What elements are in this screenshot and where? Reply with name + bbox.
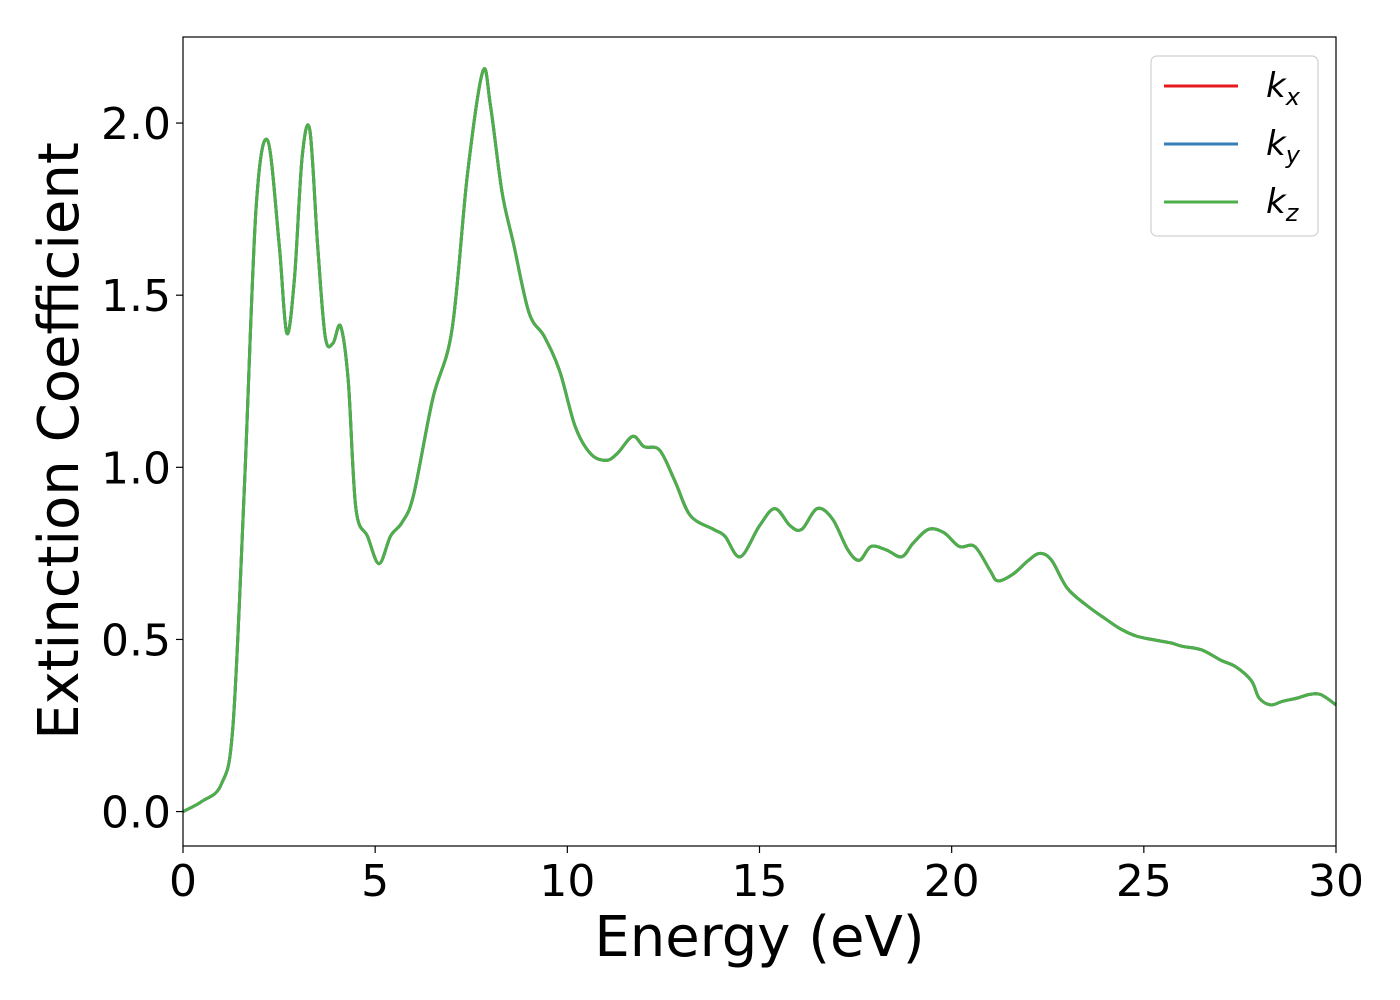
x-tick-label: 15 — [732, 856, 788, 907]
x-tick-label: 20 — [924, 856, 980, 907]
y-tick-label: 1.5 — [101, 271, 171, 322]
y-tick-label: 1.0 — [101, 443, 171, 494]
x-axis-ticks: 0 5 10 15 20 25 30 — [169, 846, 1364, 907]
legend-label-z: kz — [1266, 182, 1300, 227]
legend-box — [1150, 55, 1319, 237]
y-tick-label: 0.5 — [101, 615, 171, 666]
plot-background — [183, 37, 1336, 846]
y-axis-ticks: 0.0 0.5 1.0 1.5 2.0 — [101, 99, 183, 839]
series-layer — [182, 67, 1337, 813]
x-tick-label: 5 — [361, 856, 389, 907]
y-tick-label: 0.0 — [101, 788, 171, 839]
legend-label-y: ky — [1266, 124, 1301, 169]
x-axis-title: Energy (eV) — [594, 905, 924, 970]
x-tick-label: 10 — [539, 856, 595, 907]
x-tick-label: 0 — [169, 856, 197, 907]
series-line-z — [182, 67, 1337, 813]
legend-label-x: kx — [1266, 66, 1301, 111]
y-axis-title: Extinction Coefficient — [27, 142, 92, 740]
legend: kx ky kz — [1150, 55, 1319, 237]
x-tick-label: 25 — [1116, 856, 1172, 907]
x-tick-label: 30 — [1308, 856, 1364, 907]
y-tick-label: 2.0 — [101, 99, 171, 150]
